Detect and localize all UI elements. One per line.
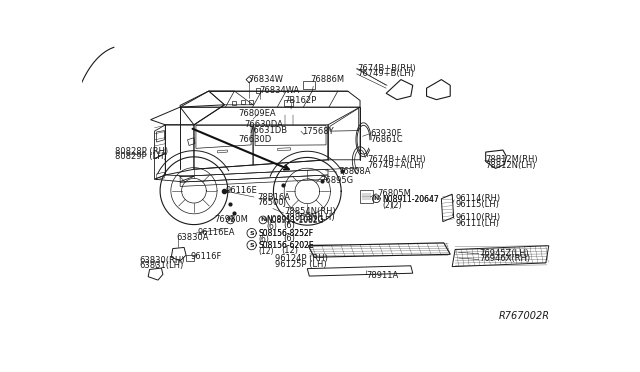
Text: 76946X(RH): 76946X(RH) — [480, 254, 531, 263]
Bar — [256, 88, 260, 93]
Text: 96125P (LH): 96125P (LH) — [275, 260, 326, 269]
Text: N: N — [260, 218, 266, 222]
Text: 76500J: 76500J — [257, 198, 286, 207]
Text: 78853N(LH): 78853N(LH) — [285, 212, 335, 222]
Text: 63830A: 63830A — [176, 232, 209, 242]
Text: 63831(LH): 63831(LH) — [140, 261, 184, 270]
Text: N08911-20647: N08911-20647 — [382, 195, 439, 204]
Text: (2): (2) — [390, 201, 402, 209]
Text: 63830(RH): 63830(RH) — [140, 256, 185, 264]
Text: 96124P (RH): 96124P (RH) — [275, 254, 328, 263]
Bar — [232, 102, 236, 105]
Text: 78812M(RH): 78812M(RH) — [486, 155, 538, 164]
Text: 17568Y: 17568Y — [302, 126, 334, 136]
Text: 76631DB: 76631DB — [248, 126, 287, 135]
Text: 80828P (RH): 80828P (RH) — [115, 147, 168, 156]
Text: 96116EA: 96116EA — [197, 228, 235, 237]
Text: S08156-6202E: S08156-6202E — [258, 241, 314, 250]
Text: 76930M: 76930M — [214, 215, 248, 224]
Text: N08911-1082G: N08911-1082G — [266, 216, 323, 225]
Text: S08156-6202E: S08156-6202E — [258, 241, 314, 250]
Text: (6): (6) — [284, 234, 296, 243]
Text: 78911A: 78911A — [367, 271, 399, 280]
Text: (12): (12) — [258, 247, 273, 256]
Text: (12): (12) — [282, 246, 299, 255]
Text: (6): (6) — [284, 221, 296, 230]
Text: 76895G: 76895G — [321, 176, 354, 185]
Text: 96116E: 96116E — [225, 186, 257, 195]
Text: 96115(LH): 96115(LH) — [455, 200, 499, 209]
Text: 78812N(LH): 78812N(LH) — [486, 161, 536, 170]
Text: 7674B+A(RH): 7674B+A(RH) — [367, 155, 426, 164]
Text: 7B162P: 7B162P — [285, 96, 317, 105]
Text: 78854N(RH): 78854N(RH) — [285, 207, 337, 216]
Text: 76749+A(LH): 76749+A(LH) — [367, 161, 424, 170]
Text: 76630D: 76630D — [238, 135, 271, 144]
Text: 76805M: 76805M — [378, 189, 411, 198]
Text: 76861C: 76861C — [371, 135, 403, 144]
Text: 76630DA: 76630DA — [244, 120, 283, 129]
Bar — [241, 100, 245, 104]
Text: S08156-8252F: S08156-8252F — [258, 229, 313, 238]
Text: 96116F: 96116F — [190, 251, 221, 260]
Text: 96114(RH): 96114(RH) — [455, 194, 500, 203]
Text: 76834W: 76834W — [248, 74, 283, 83]
Text: N: N — [374, 196, 379, 201]
Text: N: N — [228, 218, 233, 222]
Text: (2): (2) — [382, 201, 393, 210]
Text: 80829P (LH): 80829P (LH) — [115, 153, 167, 161]
Text: 7674B+B(RH): 7674B+B(RH) — [358, 64, 416, 73]
Text: 76945Z(LH): 76945Z(LH) — [480, 248, 529, 258]
Text: S: S — [250, 243, 254, 248]
Text: 78B16A: 78B16A — [257, 193, 290, 202]
Bar — [284, 100, 293, 106]
Text: S: S — [250, 231, 254, 235]
Text: (6): (6) — [266, 222, 276, 231]
Text: (6): (6) — [258, 235, 269, 244]
Bar — [303, 81, 316, 89]
Text: N08911-1082G: N08911-1082G — [266, 215, 323, 224]
Text: 76808A: 76808A — [338, 167, 371, 176]
Bar — [249, 100, 253, 104]
Text: 76809EA: 76809EA — [238, 109, 276, 118]
Text: R767002R: R767002R — [499, 311, 550, 321]
Text: 76749+B(LH): 76749+B(LH) — [358, 69, 415, 78]
Text: 96110(RH): 96110(RH) — [455, 214, 500, 222]
Text: 76834WA: 76834WA — [259, 86, 300, 95]
Bar — [360, 190, 373, 203]
Text: N08911-20647: N08911-20647 — [382, 195, 439, 204]
Text: 76886M: 76886M — [311, 75, 345, 84]
Text: 96111(LH): 96111(LH) — [455, 219, 499, 228]
Text: 63930F: 63930F — [371, 129, 402, 138]
Text: S08156-8252F: S08156-8252F — [258, 229, 313, 238]
Bar — [186, 255, 194, 261]
